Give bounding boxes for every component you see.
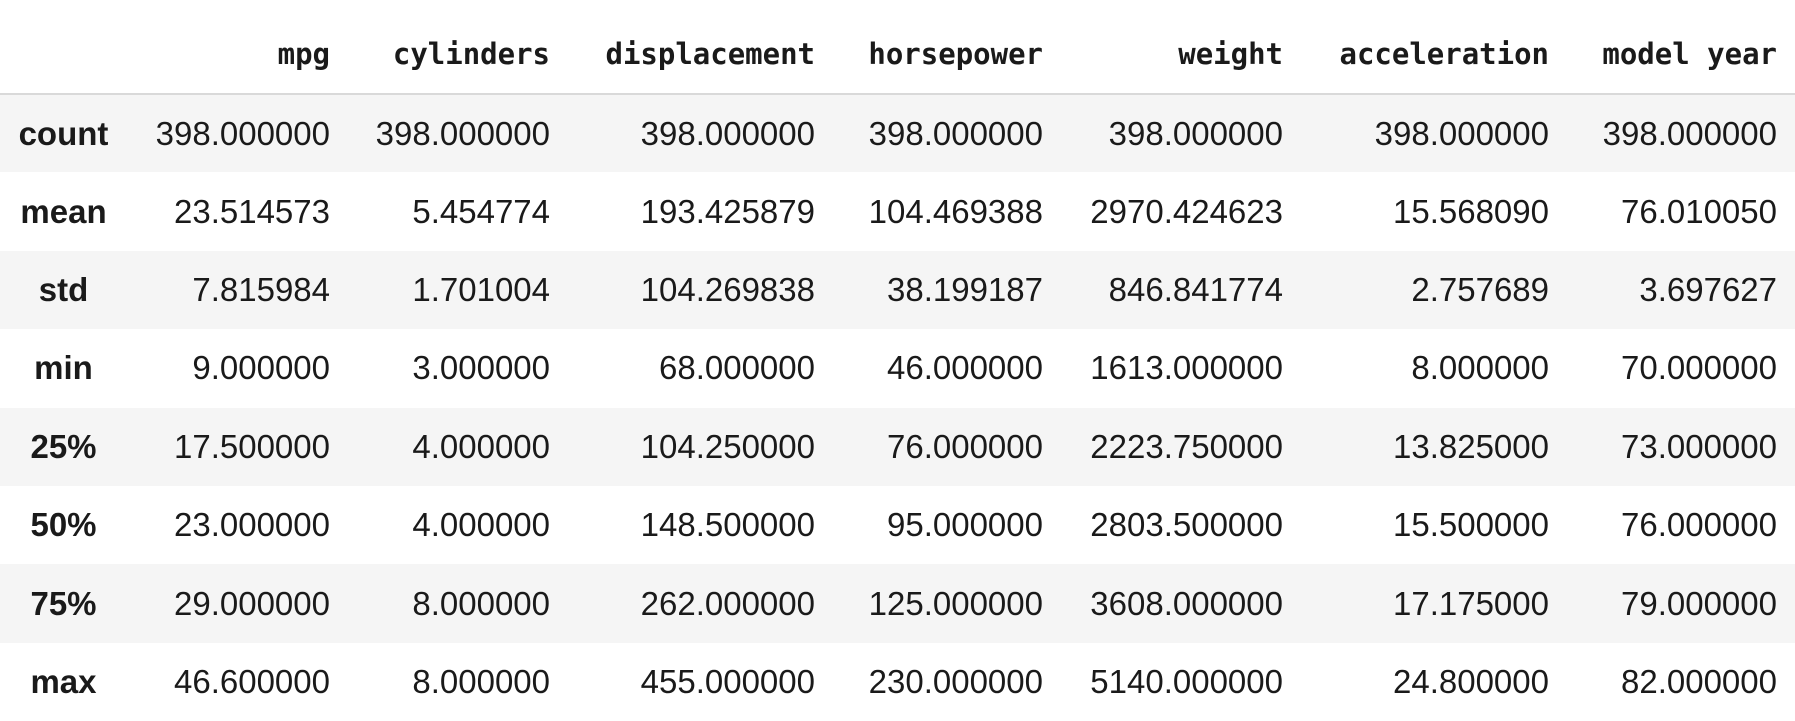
- table-cell: 3.000000: [412, 349, 550, 387]
- table-cell: 4.000000: [412, 506, 550, 544]
- header-row: mpg cylinders displacement horsepower we…: [0, 0, 1795, 95]
- column-header-acceleration: acceleration: [1301, 0, 1567, 95]
- table-cell: 7.815984: [192, 270, 330, 308]
- table-cell: 95.000000: [887, 506, 1043, 544]
- row-label: count: [18, 114, 109, 152]
- table-cell: 29.000000: [174, 584, 330, 622]
- table-cell: 104.250000: [640, 427, 815, 465]
- table-row: count 398.000000 398.000000 398.000000 3…: [0, 94, 1795, 173]
- column-header-model-year: model year: [1567, 0, 1795, 95]
- table-cell: 46.600000: [174, 662, 330, 700]
- table-cell: 68.000000: [659, 349, 815, 387]
- table-cell: 73.000000: [1621, 427, 1777, 465]
- table-cell: 8.000000: [412, 584, 550, 622]
- table-row: 50% 23.000000 4.000000 148.500000 95.000…: [0, 485, 1795, 565]
- table-cell: 846.841774: [1108, 270, 1283, 308]
- table-cell: 4.000000: [412, 427, 550, 465]
- table-row: mean 23.514573 5.454774 193.425879 104.4…: [0, 172, 1795, 251]
- table-body: count 398.000000 398.000000 398.000000 3…: [0, 94, 1795, 721]
- table-row: min 9.000000 3.000000 68.000000 46.00000…: [0, 329, 1795, 408]
- table-cell: 5.454774: [412, 192, 550, 230]
- row-label: 25%: [30, 427, 97, 465]
- table-cell: 23.514573: [174, 192, 330, 230]
- table-cell: 262.000000: [640, 584, 815, 622]
- table-cell: 70.000000: [1621, 349, 1777, 387]
- table-cell: 8.000000: [412, 662, 550, 700]
- table-cell: 1.701004: [412, 270, 550, 308]
- table-cell: 455.000000: [640, 662, 815, 700]
- table-cell: 193.425879: [640, 192, 815, 230]
- row-label: max: [30, 662, 97, 700]
- index-header-cell: [0, 0, 127, 95]
- row-label: mean: [20, 192, 107, 230]
- table-cell: 148.500000: [640, 506, 815, 544]
- table-cell: 398.000000: [640, 114, 815, 152]
- row-label: 75%: [30, 584, 97, 622]
- table-cell: 5140.000000: [1090, 662, 1283, 700]
- column-header-cylinders: cylinders: [348, 0, 568, 95]
- table-cell: 2970.424623: [1090, 192, 1283, 230]
- table-cell: 104.269838: [640, 270, 815, 308]
- column-header-mpg: mpg: [127, 0, 348, 95]
- table-cell: 3608.000000: [1090, 584, 1283, 622]
- table-cell: 398.000000: [868, 114, 1043, 152]
- table-cell: 398.000000: [375, 114, 550, 152]
- table-cell: 104.469388: [868, 192, 1043, 230]
- table-row: max 46.600000 8.000000 455.000000 230.00…: [0, 642, 1795, 721]
- table-cell: 24.800000: [1393, 662, 1549, 700]
- table-cell: 76.010050: [1621, 192, 1777, 230]
- table-cell: 398.000000: [1602, 114, 1777, 152]
- table-cell: 2803.500000: [1090, 506, 1283, 544]
- table-cell: 8.000000: [1411, 349, 1549, 387]
- row-label: min: [34, 349, 93, 387]
- table-cell: 2223.750000: [1090, 427, 1283, 465]
- table-cell: 125.000000: [868, 584, 1043, 622]
- table-row: 25% 17.500000 4.000000 104.250000 76.000…: [0, 407, 1795, 486]
- table-header: mpg cylinders displacement horsepower we…: [0, 0, 1795, 95]
- table-cell: 398.000000: [155, 114, 330, 152]
- table-cell: 76.000000: [1621, 506, 1777, 544]
- table-cell: 398.000000: [1374, 114, 1549, 152]
- table-cell: 230.000000: [868, 662, 1043, 700]
- table-cell: 15.500000: [1393, 506, 1549, 544]
- table-cell: 17.500000: [174, 427, 330, 465]
- table-row: 75% 29.000000 8.000000 262.000000 125.00…: [0, 564, 1795, 643]
- table-cell: 23.000000: [174, 506, 330, 544]
- table-cell: 79.000000: [1621, 584, 1777, 622]
- row-label: std: [38, 270, 89, 308]
- table-cell: 3.697627: [1639, 270, 1777, 308]
- table-cell: 13.825000: [1393, 427, 1549, 465]
- table-cell: 82.000000: [1621, 662, 1777, 700]
- table-cell: 9.000000: [192, 349, 330, 387]
- table-cell: 38.199187: [887, 270, 1043, 308]
- table-cell: 17.175000: [1393, 584, 1549, 622]
- column-header-displacement: displacement: [568, 0, 833, 95]
- table-cell: 76.000000: [887, 427, 1043, 465]
- table-cell: 398.000000: [1108, 114, 1283, 152]
- table-row: std 7.815984 1.701004 104.269838 38.1991…: [0, 250, 1795, 330]
- column-header-horsepower: horsepower: [833, 0, 1061, 95]
- table-cell: 1613.000000: [1090, 349, 1283, 387]
- table-cell: 2.757689: [1411, 270, 1549, 308]
- table-cell: 15.568090: [1393, 192, 1549, 230]
- table-cell: 46.000000: [887, 349, 1043, 387]
- row-label: 50%: [30, 506, 97, 544]
- column-header-weight: weight: [1061, 0, 1301, 95]
